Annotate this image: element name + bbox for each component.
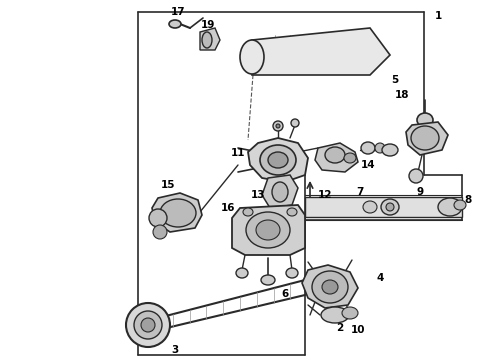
Text: 18: 18 bbox=[395, 90, 409, 100]
Ellipse shape bbox=[344, 153, 356, 163]
Ellipse shape bbox=[438, 198, 462, 216]
Ellipse shape bbox=[160, 199, 196, 227]
Ellipse shape bbox=[312, 271, 348, 303]
Polygon shape bbox=[252, 28, 390, 75]
Polygon shape bbox=[152, 193, 202, 232]
Ellipse shape bbox=[454, 200, 466, 210]
Ellipse shape bbox=[268, 152, 288, 168]
Text: 8: 8 bbox=[465, 195, 471, 205]
Ellipse shape bbox=[134, 311, 162, 339]
Ellipse shape bbox=[169, 20, 181, 28]
Ellipse shape bbox=[276, 124, 280, 128]
Text: 19: 19 bbox=[201, 20, 215, 30]
Text: 16: 16 bbox=[221, 203, 235, 213]
Ellipse shape bbox=[361, 142, 375, 154]
Polygon shape bbox=[406, 122, 448, 155]
Ellipse shape bbox=[291, 119, 299, 127]
Polygon shape bbox=[248, 138, 308, 182]
Ellipse shape bbox=[272, 182, 288, 202]
Ellipse shape bbox=[375, 143, 385, 153]
Ellipse shape bbox=[411, 126, 439, 150]
Text: 3: 3 bbox=[172, 345, 179, 355]
Polygon shape bbox=[200, 28, 220, 50]
Ellipse shape bbox=[126, 303, 170, 347]
Ellipse shape bbox=[246, 212, 290, 248]
Text: 10: 10 bbox=[351, 325, 365, 335]
Text: 4: 4 bbox=[376, 273, 384, 283]
Ellipse shape bbox=[286, 268, 298, 278]
Bar bbox=[305, 197, 462, 217]
Text: 2: 2 bbox=[336, 323, 343, 333]
Text: 5: 5 bbox=[392, 75, 399, 85]
Ellipse shape bbox=[381, 199, 399, 215]
Text: 7: 7 bbox=[356, 187, 364, 197]
Polygon shape bbox=[262, 175, 298, 208]
Text: 1: 1 bbox=[434, 11, 441, 21]
Ellipse shape bbox=[141, 318, 155, 332]
Ellipse shape bbox=[240, 40, 264, 74]
Ellipse shape bbox=[386, 203, 394, 211]
Polygon shape bbox=[302, 265, 358, 308]
Text: 12: 12 bbox=[318, 190, 332, 200]
Text: 9: 9 bbox=[416, 187, 423, 197]
Text: 15: 15 bbox=[161, 180, 175, 190]
Ellipse shape bbox=[417, 113, 433, 127]
Ellipse shape bbox=[243, 208, 253, 216]
Ellipse shape bbox=[321, 307, 349, 323]
Ellipse shape bbox=[273, 121, 283, 131]
Polygon shape bbox=[232, 205, 305, 255]
Ellipse shape bbox=[382, 144, 398, 156]
Ellipse shape bbox=[342, 307, 358, 319]
Ellipse shape bbox=[149, 209, 167, 227]
Text: 14: 14 bbox=[361, 160, 375, 170]
Ellipse shape bbox=[256, 220, 280, 240]
Text: 13: 13 bbox=[251, 190, 265, 200]
Ellipse shape bbox=[322, 280, 338, 294]
Ellipse shape bbox=[236, 268, 248, 278]
Ellipse shape bbox=[202, 32, 212, 48]
Text: 17: 17 bbox=[171, 7, 185, 17]
Ellipse shape bbox=[363, 201, 377, 213]
Ellipse shape bbox=[261, 275, 275, 285]
Polygon shape bbox=[315, 143, 358, 172]
Ellipse shape bbox=[325, 147, 345, 163]
Ellipse shape bbox=[287, 208, 297, 216]
Ellipse shape bbox=[409, 169, 423, 183]
Ellipse shape bbox=[153, 225, 167, 239]
Text: 11: 11 bbox=[231, 148, 245, 158]
Ellipse shape bbox=[260, 145, 296, 175]
Text: 6: 6 bbox=[281, 289, 289, 299]
